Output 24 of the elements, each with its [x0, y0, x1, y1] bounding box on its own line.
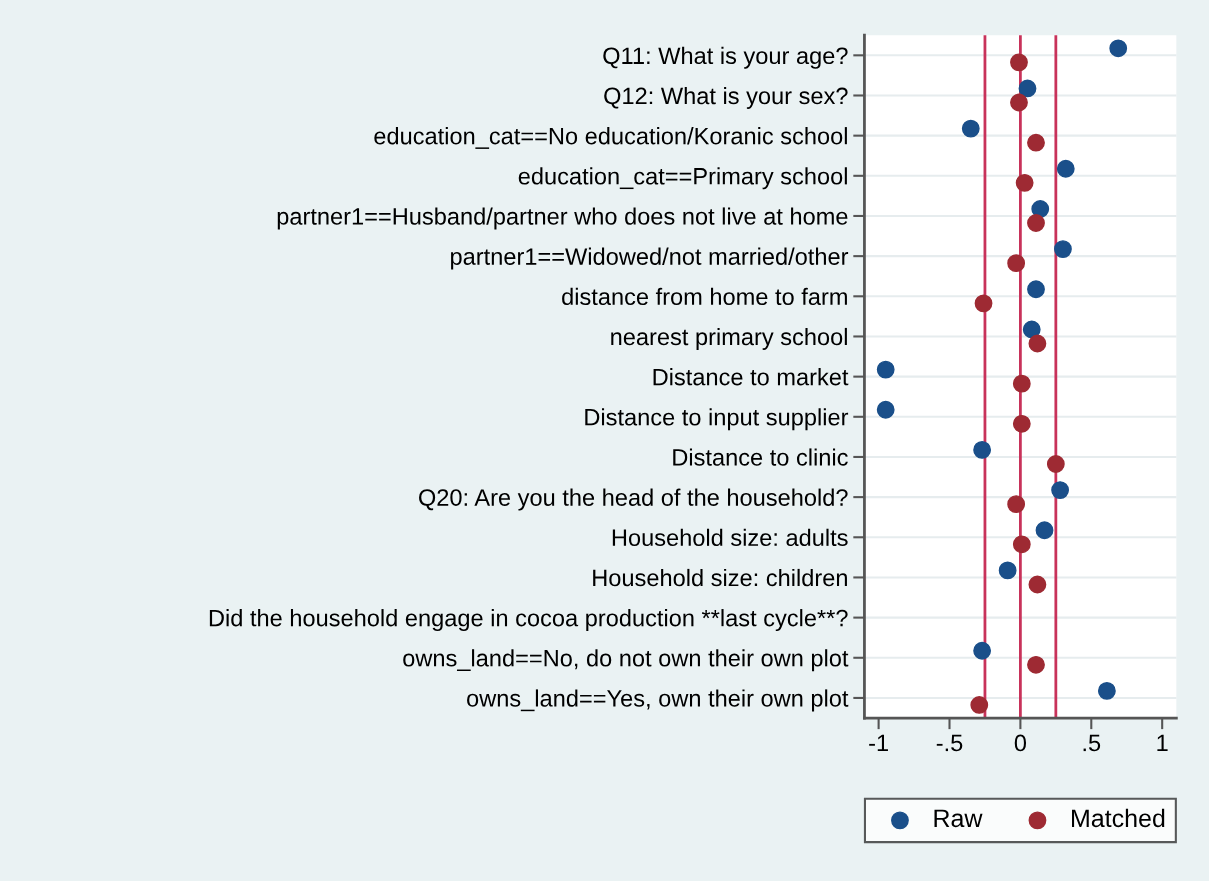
y-tick-label: partner1==Husband/partner who does not live at home	[277, 207, 848, 230]
y-tick-label: owns_land==Yes, own their own plot	[467, 689, 849, 712]
y-tick-label: Distance to input supplier	[585, 408, 849, 431]
y-tick-label: Distance to clinic	[673, 448, 848, 466]
legend-label: Matched	[1072, 808, 1165, 828]
x-tick-label: 1	[1157, 734, 1168, 752]
legend-label: Raw	[934, 809, 983, 828]
x-tick-label: -1	[869, 734, 888, 752]
y-tick-label: Q11: What is your age?	[603, 46, 848, 69]
y-tick-label: Household size: children	[593, 568, 847, 587]
x-tick-label: 0	[1014, 734, 1027, 752]
x-tick-label: .5	[1083, 734, 1101, 752]
y-tick-label: owns_land==No, do not own their own plot	[403, 649, 849, 672]
y-tick-label: distance from home to farm	[562, 287, 847, 306]
y-tick-label: Q12: What is your sex?	[604, 86, 848, 109]
y-tick-label: education_cat==Primary school	[518, 167, 847, 190]
y-tick-label: Distance to market	[653, 368, 849, 386]
y-tick-label: Q20: Are you the head of the household?	[419, 488, 848, 511]
y-tick-label: Did the household engage in cocoa production **last cycle**?	[209, 609, 848, 632]
y-tick-label: nearest primary school	[611, 327, 847, 350]
x-tick-label: -.5	[936, 734, 963, 752]
y-tick-label: Household size: adults	[612, 528, 848, 547]
y-tick-label: partner1==Widowed/not married/other	[451, 247, 849, 270]
y-tick-label: education_cat==No education/Koranic school	[374, 127, 847, 149]
